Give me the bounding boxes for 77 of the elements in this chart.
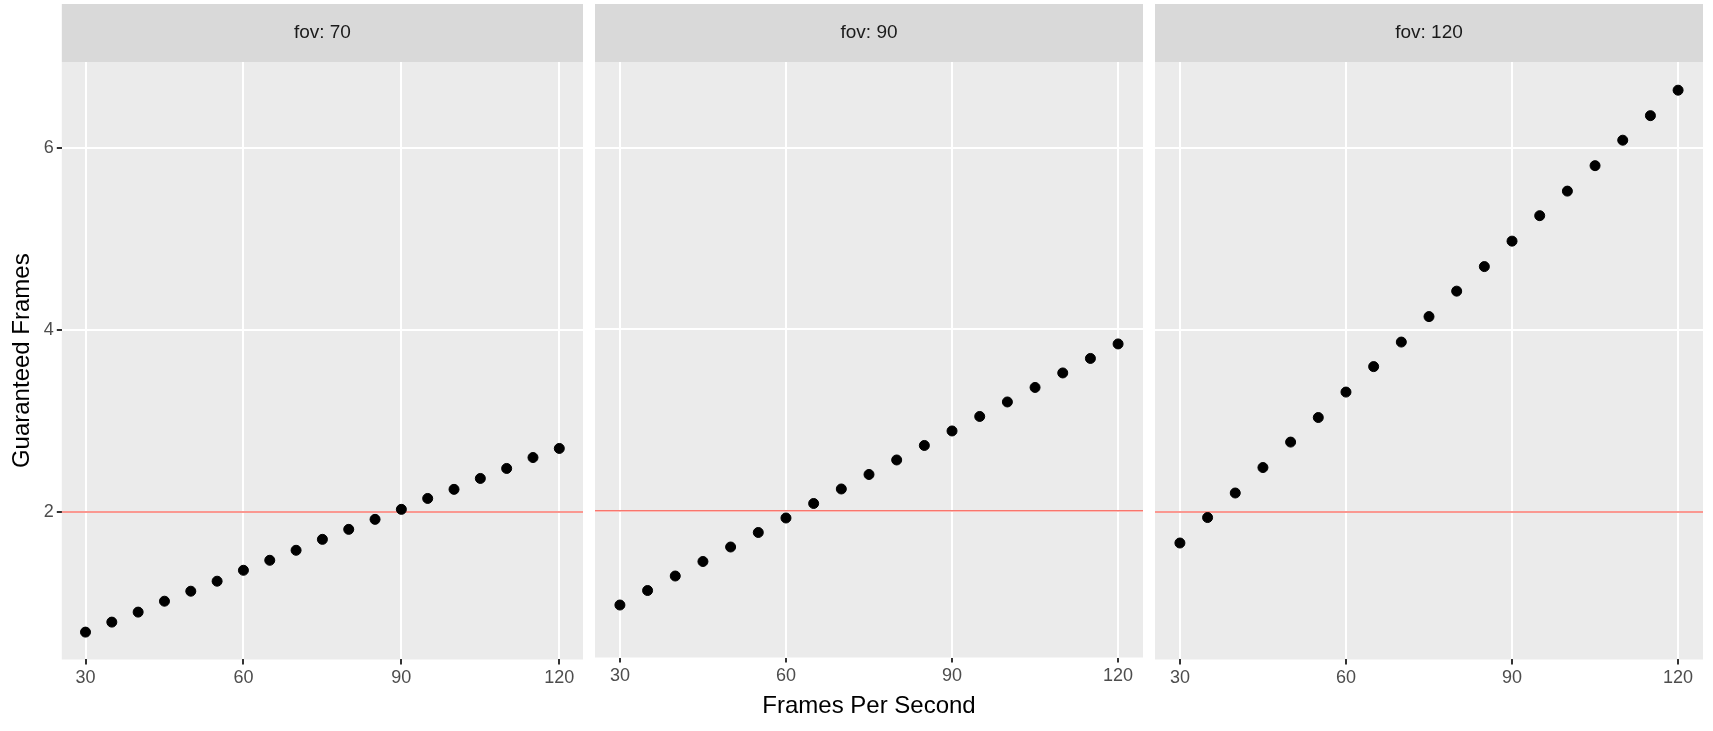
point: [1617, 134, 1629, 146]
point: [1506, 235, 1518, 247]
chart-title: fov: 90: [840, 21, 898, 43]
point: [946, 425, 958, 437]
point: [1368, 361, 1380, 373]
point: [474, 472, 486, 484]
point: [725, 541, 737, 553]
point: [1534, 210, 1546, 222]
y-tick-label: 4: [43, 319, 54, 340]
point: [1285, 436, 1297, 448]
point: [835, 483, 847, 495]
point: [422, 492, 434, 504]
point: [1001, 396, 1013, 408]
point: [158, 595, 170, 607]
x-tick-label: 30: [1169, 667, 1190, 688]
point: [264, 554, 276, 566]
x-tick-label: 60: [233, 667, 254, 688]
x-tick-label: 120: [544, 667, 575, 688]
point: [1451, 285, 1463, 297]
point: [863, 468, 875, 480]
point: [80, 626, 91, 638]
point: [1478, 261, 1490, 273]
point: [974, 410, 986, 422]
x-tick-label: 60: [775, 665, 796, 686]
point: [316, 533, 328, 545]
point: [106, 616, 118, 628]
point: [448, 483, 460, 495]
point: [642, 585, 654, 597]
point: [697, 556, 709, 568]
point: [1202, 512, 1214, 524]
y-axis-title: Guaranteed Frames: [7, 253, 35, 469]
x-tick-label: 120: [1103, 665, 1134, 686]
point: [1229, 487, 1241, 499]
point: [1340, 386, 1352, 398]
point: [527, 452, 539, 464]
x-tick-label: 120: [1663, 667, 1694, 688]
x-tick-label: 30: [609, 665, 630, 686]
point: [780, 512, 792, 524]
x-tick-label: 90: [1502, 667, 1523, 688]
point: [553, 442, 565, 454]
point: [369, 513, 381, 525]
point: [1395, 336, 1407, 348]
x-tick-label: 60: [1335, 667, 1356, 688]
point: [290, 544, 302, 556]
x-axis-title: Frames Per Second: [762, 691, 976, 719]
point: [1112, 338, 1124, 350]
point: [1312, 412, 1324, 424]
point: [918, 439, 930, 451]
point: [343, 523, 355, 535]
point: [1423, 311, 1435, 323]
point: [891, 454, 903, 466]
point: [614, 599, 626, 611]
point: [237, 564, 249, 576]
point: [669, 570, 681, 582]
point: [808, 497, 820, 509]
y-tick-label: 6: [43, 137, 54, 158]
chart-title: fov: 120: [1395, 21, 1463, 43]
point: [752, 527, 764, 538]
x-tick-label: 30: [75, 667, 96, 688]
point: [501, 462, 513, 474]
point: [132, 606, 144, 618]
chart-title: fov: 70: [293, 21, 351, 43]
x-tick-label: 90: [942, 665, 963, 686]
point: [1174, 537, 1186, 549]
point: [1257, 462, 1269, 474]
point: [1561, 185, 1573, 197]
point: [395, 503, 407, 515]
point: [1084, 352, 1096, 364]
point: [211, 575, 223, 587]
point: [185, 585, 197, 597]
point: [1644, 110, 1656, 122]
point: [1589, 160, 1601, 172]
point: [1672, 84, 1684, 96]
x-tick-label: 90: [391, 667, 412, 688]
point: [1057, 367, 1069, 379]
point: [1029, 381, 1041, 393]
y-tick-label: 2: [43, 501, 54, 522]
